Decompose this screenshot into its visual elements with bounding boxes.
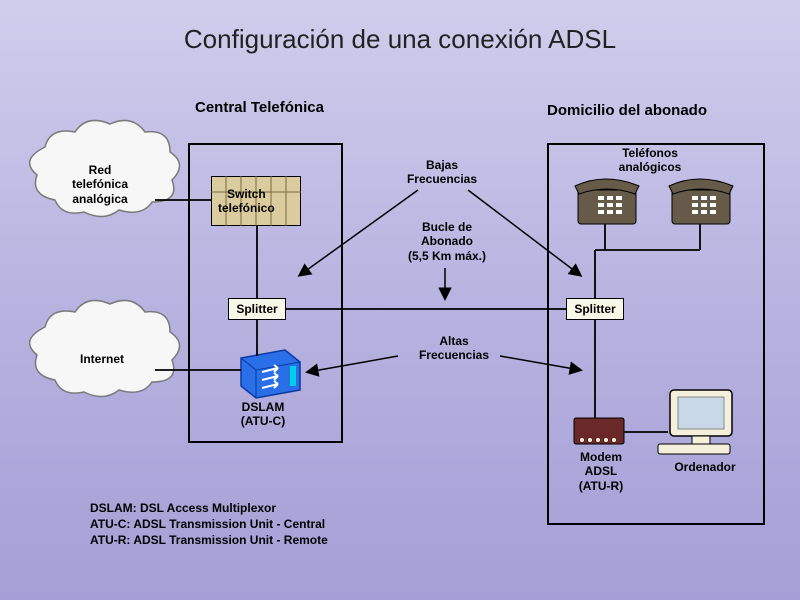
splitter-subscriber-label: Splitter: [574, 302, 615, 316]
splitter-central: Splitter: [228, 298, 286, 320]
glossary-text: DSLAM: DSL Access Multiplexor ATU-C: ADS…: [90, 500, 328, 549]
cloud-internet-label: Internet: [62, 352, 142, 366]
computer-label: Ordenador: [665, 460, 745, 474]
subscriber-label: Domicilio del abonado: [547, 102, 707, 119]
switch-box: Switch telefónico: [211, 176, 301, 226]
modem-label: Modem ADSL (ATU-R): [566, 450, 636, 493]
phones-label: Teléfonos analógicos: [600, 146, 700, 175]
loop-label: Bucle de Abonado (5,5 Km máx.): [392, 220, 502, 263]
cloud-internet-shape: [30, 300, 180, 396]
cloud-pstn-label: Red telefónica analógica: [55, 163, 145, 206]
splitter-central-label: Splitter: [236, 302, 277, 316]
central-label: Central Telefónica: [195, 99, 324, 116]
page-title: Configuración de una conexión ADSL: [0, 24, 800, 55]
low-freq-label: Bajas Frecuencias: [392, 158, 492, 187]
dslam-label: DSLAM (ATU-C): [228, 400, 298, 429]
splitter-subscriber: Splitter: [566, 298, 624, 320]
high-freq-label: Altas Frecuencias: [404, 334, 504, 363]
switch-label: Switch telefónico: [218, 187, 275, 216]
